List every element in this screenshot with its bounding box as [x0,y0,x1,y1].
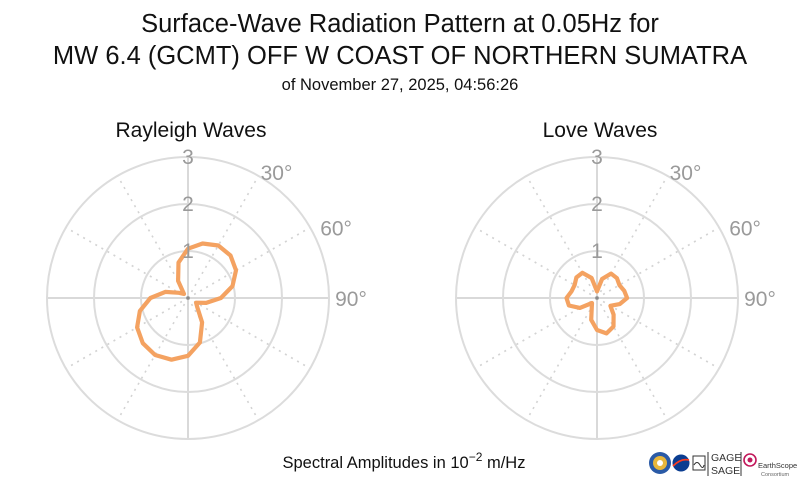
rayleigh-grid-spoke-30 [187,175,260,299]
rayleigh-grid-circle-2 [93,203,283,393]
love-grid-spoke-240 [474,297,598,370]
love-center-dot [595,296,599,300]
rayleigh-plot-title: Rayleigh Waves [116,119,267,142]
love-angle-tick-label: 60° [729,218,761,241]
rayleigh-angle-tick-label: 30° [261,162,293,185]
rayleigh-angle-tick-label: 90° [335,288,367,311]
nsf-logo-icon [649,452,671,474]
rayleigh-grid-spoke-210 [116,297,189,421]
love-grid-circle-3 [455,156,739,440]
rayleigh-grid-spoke-150 [187,297,260,421]
figure-title-line-1: Surface-Wave Radiation Pattern at 0.05Hz… [141,10,659,38]
amplitude-units-label: Spectral Amplitudes in 10−2 m/Hz [283,450,526,472]
earthscope-logo-icon [743,453,757,467]
love-grid-spoke-150 [596,297,669,421]
love-grid-spoke-60 [596,226,720,299]
love-radial-tick-label: 1 [591,240,603,263]
rayleigh-polar-plot: Rayleigh Waves 1 2 3 30° 60° 90° [46,119,367,440]
amplitude-units-prefix: Spectral Amplitudes in 10 [283,454,469,472]
sage-logo-text: SAGE [711,465,740,477]
love-polar-plot: Love Waves 1 2 3 30° 60° 90° [455,119,776,440]
love-grid-spoke-330 [525,175,598,299]
love-grid-spoke-300 [474,226,598,299]
rayleigh-angle-tick-label: 60° [320,218,352,241]
rayleigh-grid-spoke-120 [187,297,311,370]
love-grid-circle-1 [549,250,645,346]
love-grid-spoke-210 [525,297,598,421]
love-grid-spoke-120 [596,297,720,370]
consortium-logo-text: Consortium [761,472,790,478]
rayleigh-grid-spoke-240 [65,297,189,370]
rayleigh-radial-tick-label: 1 [182,240,194,263]
earthscope-logo-text: EarthScope [758,461,797,470]
nasa-logo-icon [672,454,690,472]
amplitude-units-exponent: −2 [469,450,483,464]
love-angle-tick-label: 30° [670,162,702,185]
rayleigh-grid-spoke-330 [116,175,189,299]
figure-title-line-2: MW 6.4 (GCMT) OFF W COAST OF NORTHERN SU… [53,42,747,70]
rayleigh-center-dot [186,296,190,300]
amplitude-units-suffix: m/Hz [482,454,525,472]
figure-subtitle: of November 27, 2025, 04:56:26 [282,76,519,94]
love-angle-tick-label: 90° [744,288,776,311]
love-grid-circle-2 [502,203,692,393]
love-radial-tick-label: 3 [591,146,603,169]
rayleigh-grid-circle-3 [46,156,330,440]
love-plot-title: Love Waves [543,119,658,142]
rayleigh-radial-tick-label: 3 [182,146,194,169]
sponsor-logos: GAGE SAGE EarthScope Consortium [649,452,797,478]
gage-logo-text: GAGE [711,452,741,464]
rayleigh-pattern-line [135,241,239,362]
rayleigh-grid-spoke-300 [65,226,189,299]
rayleigh-grid-spoke-60 [187,226,311,299]
usgs-logo-icon [692,455,706,471]
love-pattern-line [564,270,630,336]
love-radial-tick-label: 2 [591,193,603,216]
rayleigh-radial-tick-label: 2 [182,193,194,216]
love-grid-spoke-30 [596,175,669,299]
